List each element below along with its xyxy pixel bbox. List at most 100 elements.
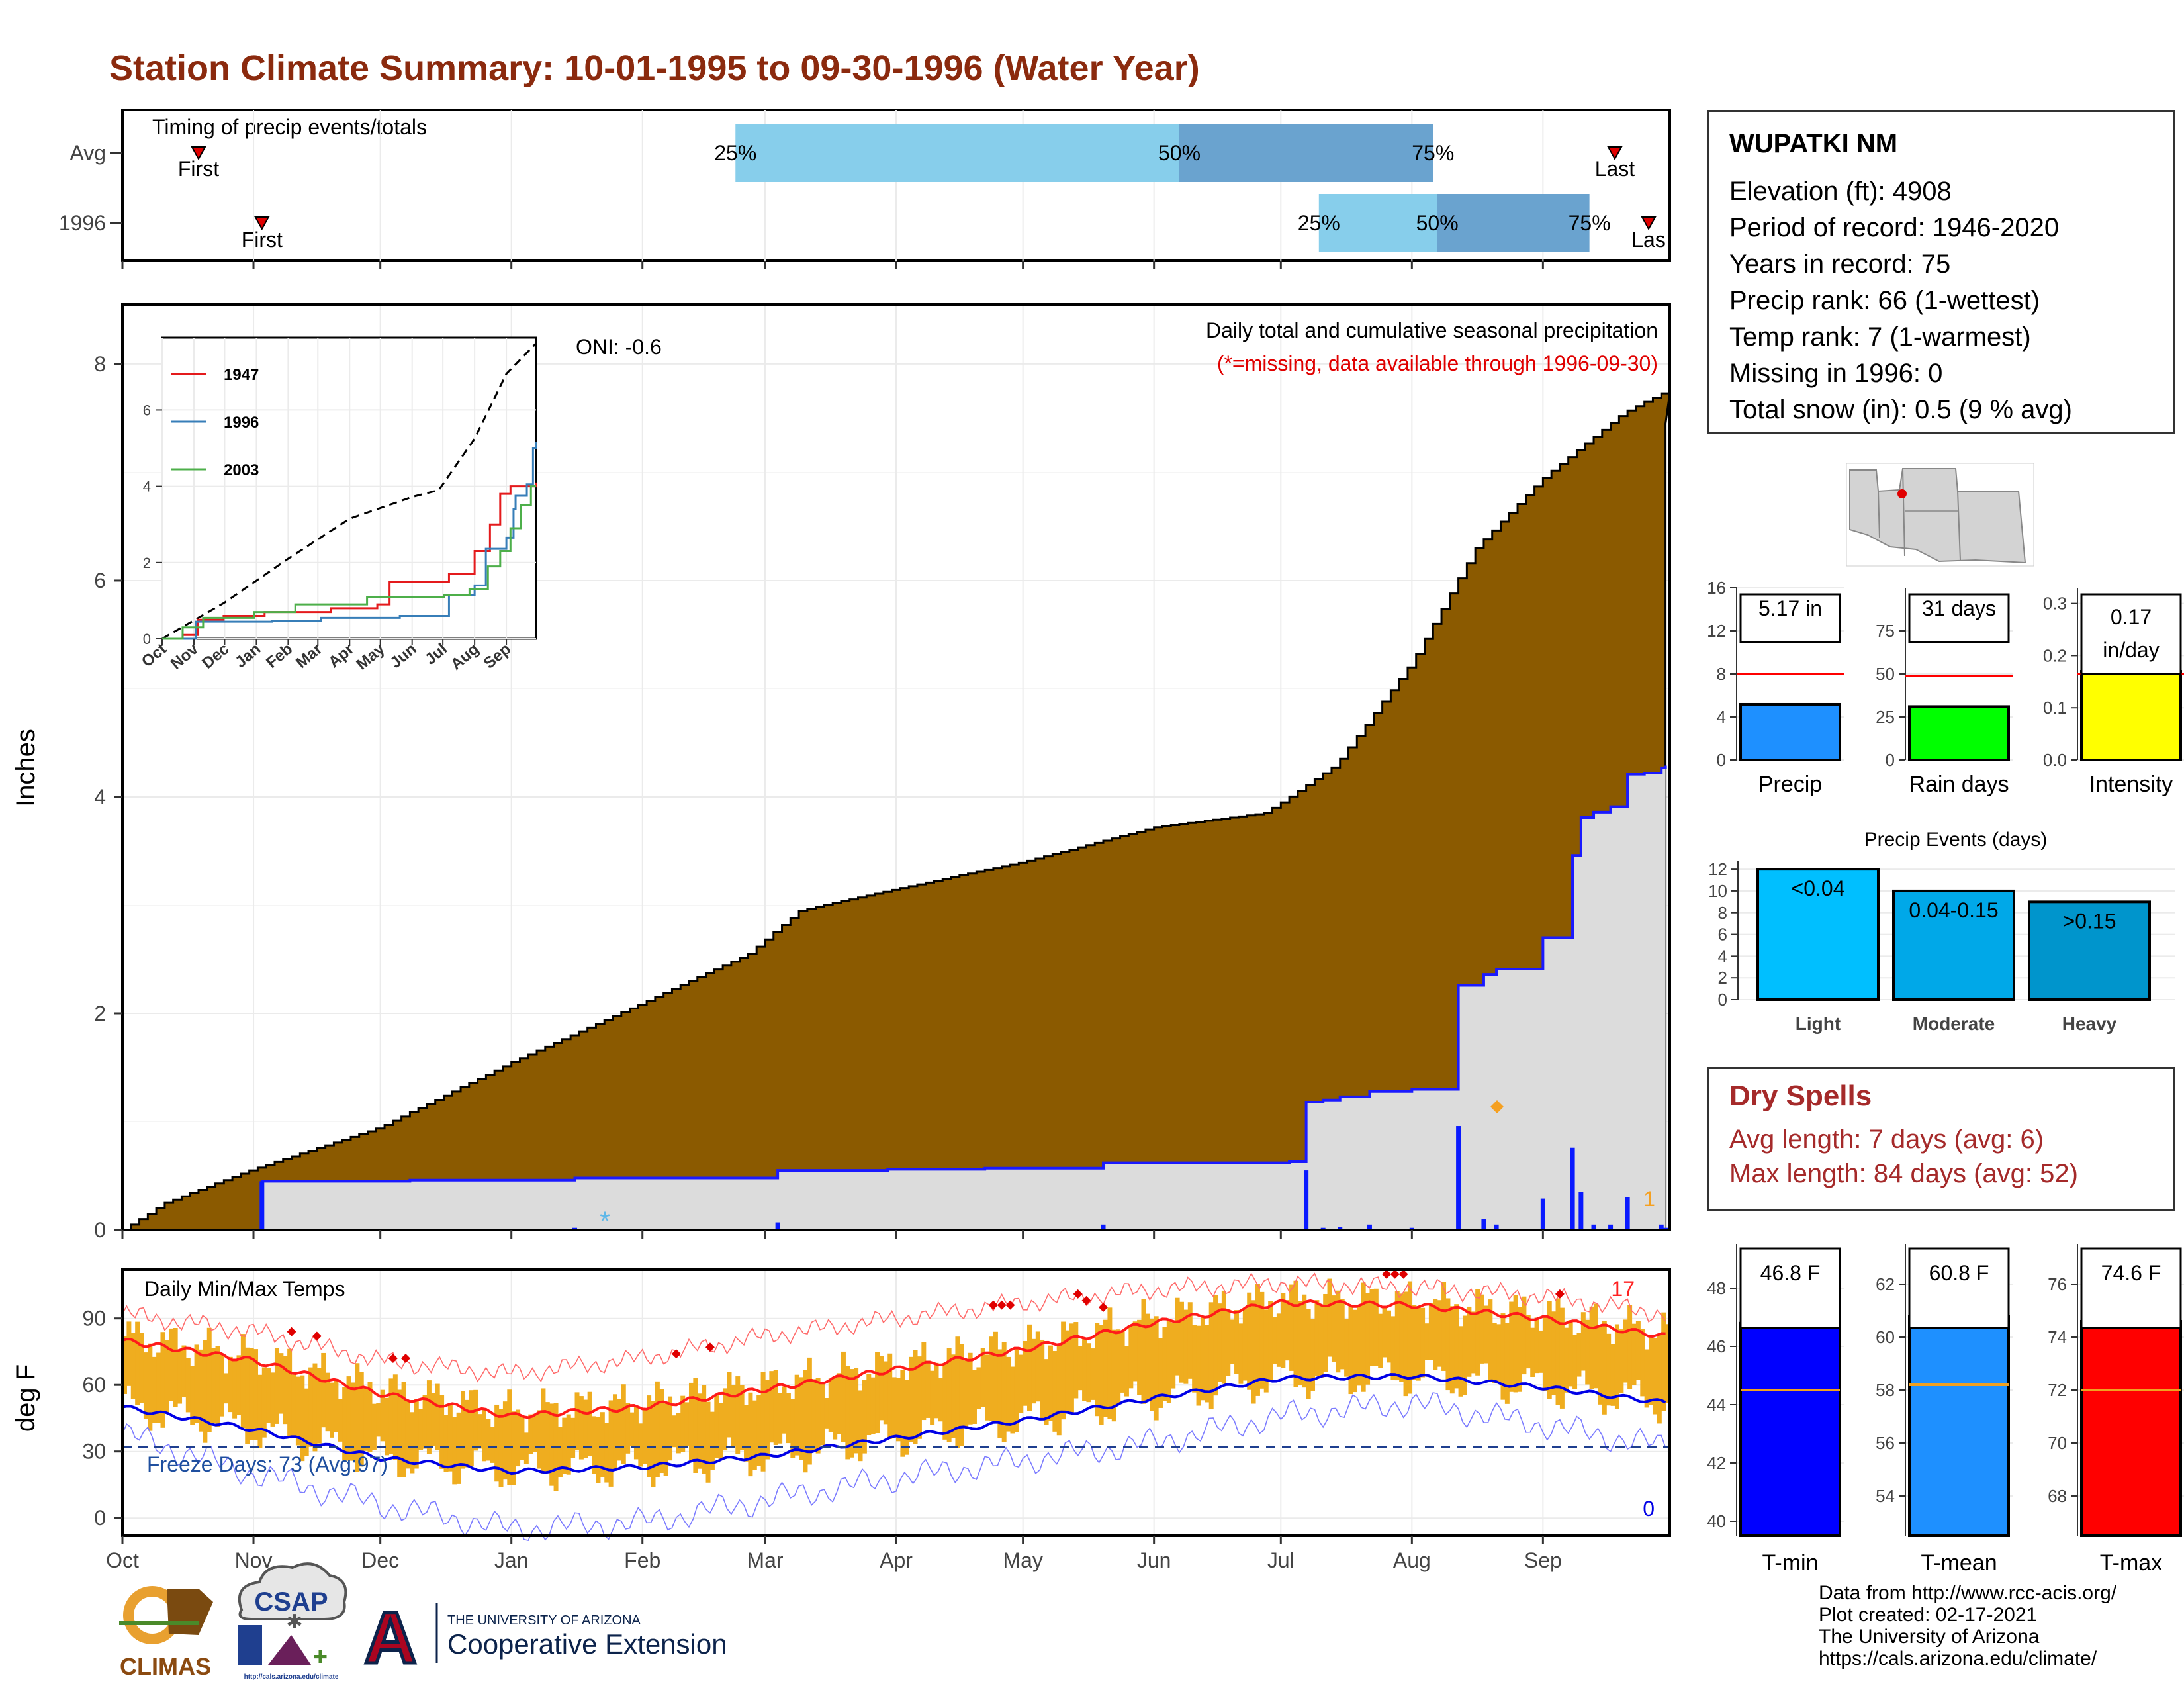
timing-panel: Timing of precip events/totals Avg 1996 … [59, 109, 1671, 269]
daily-temp-bar [697, 1393, 702, 1469]
daily-temp-bar [1348, 1305, 1353, 1395]
daily-temp-bar [807, 1357, 812, 1465]
daily-temp-bar [1412, 1305, 1417, 1380]
daily-temp-bar [1631, 1323, 1637, 1385]
missing-asterisk: * [600, 1207, 610, 1236]
tsum-ytick-label: 44 [1707, 1395, 1726, 1415]
daily-temp-bar [130, 1333, 136, 1399]
daily-temp-bar [964, 1360, 969, 1429]
daily-temp-bar [414, 1399, 419, 1469]
daily-temp-bar [426, 1380, 432, 1454]
daily-temp-bar [376, 1403, 381, 1437]
daily-temp-bar [1576, 1333, 1582, 1377]
temp-ytick-label: 30 [82, 1440, 106, 1464]
station-info-box: WUPATKI NM Elevation (ft): 4908 Period o… [1707, 110, 2175, 434]
daily-temp-bar [617, 1399, 622, 1461]
daily-temp-bar [930, 1370, 935, 1425]
daily-temp-bar [815, 1378, 821, 1454]
daily-temp-bar [1171, 1322, 1176, 1389]
daily-temp-bar [1099, 1325, 1104, 1425]
station-years: Years in record: 75 [1729, 250, 1951, 279]
year-cumulative-area [122, 765, 1666, 1230]
station-period: Period of record: 1946-2020 [1729, 213, 2060, 242]
daily-temp-bar [1077, 1346, 1083, 1391]
daily-temp-bar [794, 1374, 799, 1456]
daily-temp-bar [1221, 1290, 1226, 1384]
daily-temp-bar [1281, 1293, 1286, 1368]
temp-panel: Daily Min/Max Temps Freeze Days: 73 (Avg… [11, 1230, 1671, 1572]
events-ytick-label: 0 [1718, 990, 1727, 1009]
daily-temp-bar [190, 1366, 195, 1425]
daily-temp-bar [1445, 1298, 1451, 1391]
year-cumulative-line [122, 765, 1667, 1231]
temp-ytick-label: 0 [94, 1506, 106, 1530]
daily-temp-bar [494, 1404, 500, 1482]
daily-temp-bar [608, 1400, 614, 1487]
daily-temp-bar [316, 1368, 322, 1444]
daily-temp-bar [380, 1389, 385, 1442]
record-high-marker [705, 1342, 715, 1352]
daily-temp-bar [1428, 1303, 1433, 1360]
tsum-ytick-label: 76 [2048, 1274, 2067, 1294]
daily-temp-bar [392, 1374, 398, 1460]
daily-temp-bar [1619, 1329, 1624, 1393]
daily-temp-bar [1504, 1323, 1510, 1404]
daily-temp-bar [828, 1378, 833, 1432]
daily-temp-bar [1488, 1299, 1493, 1380]
month-label: Jun [1137, 1548, 1171, 1572]
daily-temp-bar [1162, 1327, 1167, 1401]
tsum-bar [1739, 1321, 1841, 1538]
record-high-marker [1382, 1269, 1392, 1279]
daily-temp-bar [1052, 1351, 1058, 1432]
tsum-ytick-label: 46 [1707, 1336, 1726, 1356]
events-bar-label: >0.15 [2063, 909, 2116, 933]
daily-temp-bar [1116, 1329, 1121, 1404]
daily-temp-bar [1518, 1307, 1523, 1392]
daily-temp-bar [1352, 1309, 1357, 1393]
daily-temp-bar [1090, 1348, 1095, 1400]
events-ytick-label: 2 [1718, 968, 1727, 988]
daily-temp-bar [934, 1362, 939, 1419]
month-label: Nov [235, 1548, 273, 1572]
daily-temp-bar [811, 1379, 817, 1452]
daily-temp-bar [1564, 1327, 1569, 1393]
daily-temp-bar [469, 1390, 474, 1467]
daily-temp-bar [782, 1386, 787, 1434]
daily-temp-bar [156, 1352, 161, 1423]
events-category-label: Light [1796, 1013, 1841, 1034]
tsum-ytick-label: 42 [1707, 1453, 1726, 1473]
daily-temp-bar [672, 1415, 677, 1448]
daily-temp-bar [523, 1432, 529, 1464]
dry-spells-title: Dry Spells [1729, 1080, 1872, 1112]
daily-precip-bar [1608, 1224, 1614, 1230]
daily-temp-bar [833, 1376, 838, 1440]
daily-temp-bar [1196, 1325, 1201, 1406]
daily-precip-bar [1494, 1224, 1499, 1230]
daily-precip-bar [1304, 1170, 1309, 1230]
daily-temp-bar [1394, 1291, 1400, 1381]
daily-temp-bar [688, 1382, 694, 1460]
daily-temp-bar [1141, 1299, 1146, 1404]
daily-temp-bar [693, 1378, 698, 1474]
ua-small: THE UNIVERSITY OF ARIZONA [447, 1613, 641, 1628]
month-label: Mar [747, 1548, 783, 1572]
freeze-label: Freeze Days: 73 (Avg:97) [147, 1452, 388, 1476]
inset-ytick-label: 2 [143, 555, 151, 571]
summary-bar-label: Rain days [1909, 772, 2009, 797]
daily-temp-bar [139, 1333, 144, 1403]
daily-temp-bar [1044, 1359, 1049, 1425]
daily-temp-bar [236, 1355, 242, 1415]
daily-temp-bar [253, 1349, 259, 1440]
daily-temp-bar [1462, 1315, 1467, 1395]
daily-temp-bar [308, 1367, 314, 1447]
daily-temp-bar [1247, 1292, 1252, 1390]
daily-temp-bar [638, 1423, 643, 1467]
daily-temp-bar [1297, 1300, 1302, 1385]
daily-temp-bar [1048, 1345, 1053, 1421]
svg-text:✚: ✚ [313, 1647, 328, 1667]
daily-temp-bar [516, 1409, 521, 1467]
daily-temp-bar [1403, 1291, 1408, 1397]
timing-event-marker [1607, 146, 1623, 161]
daily-temp-bar [1500, 1313, 1506, 1400]
